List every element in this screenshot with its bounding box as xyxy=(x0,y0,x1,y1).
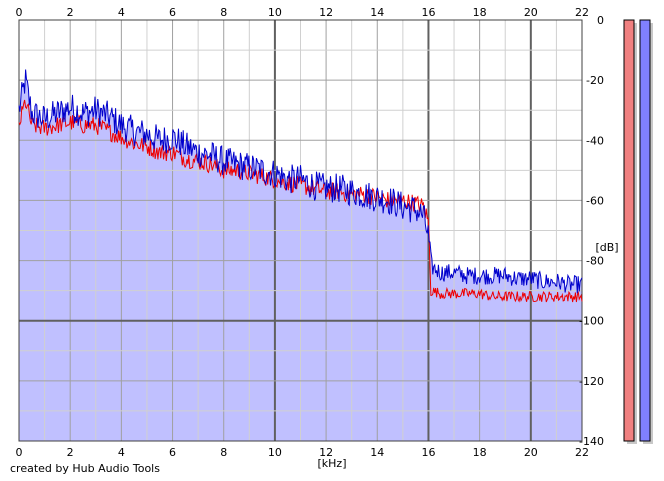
x-tick-top-label: 2 xyxy=(67,6,74,19)
y-tick-label: -100 xyxy=(579,315,604,328)
x-tick-bottom-label: 16 xyxy=(421,446,435,459)
x-tick-top-label: 20 xyxy=(524,6,538,19)
y-tick-label: -60 xyxy=(586,194,604,207)
x-tick-bottom-label: 2 xyxy=(67,446,74,459)
x-tick-bottom-label: 4 xyxy=(118,446,125,459)
x-tick-top-label: 22 xyxy=(575,6,589,19)
spectrum-right-channel-line xyxy=(18,69,583,294)
x-tick-bottom-label: 20 xyxy=(524,446,538,459)
y-axis-label: [dB] xyxy=(595,241,618,254)
x-tick-bottom-label: 8 xyxy=(220,446,227,459)
x-tick-top-label: 4 xyxy=(118,6,125,19)
x-tick-bottom-label: 0 xyxy=(16,446,23,459)
x-tick-bottom-label: 22 xyxy=(575,446,589,459)
x-tick-bottom-label: 10 xyxy=(268,446,282,459)
x-axis-label: [kHz] xyxy=(318,457,347,470)
x-tick-bottom-label: 18 xyxy=(473,446,487,459)
level-meter-left xyxy=(623,19,635,442)
y-tick-label: -120 xyxy=(579,375,604,388)
plot-border xyxy=(18,19,583,442)
y-tick-label: 0 xyxy=(597,14,604,27)
x-tick-top-label: 16 xyxy=(421,6,435,19)
x-tick-bottom-label: 6 xyxy=(169,446,176,459)
x-tick-top-label: 14 xyxy=(370,6,384,19)
x-tick-top-label: 12 xyxy=(319,6,333,19)
spectrum-left-channel-line xyxy=(18,99,583,303)
y-tick-label: -40 xyxy=(586,134,604,147)
x-tick-bottom-label: 12 xyxy=(319,446,333,459)
y-tick-label: -20 xyxy=(586,74,604,87)
x-tick-bottom-label: 14 xyxy=(370,446,384,459)
level-meter-right xyxy=(639,19,651,442)
credit-text: created by Hub Audio Tools xyxy=(10,462,160,475)
x-tick-top-label: 8 xyxy=(220,6,227,19)
y-tick-label: -140 xyxy=(579,435,604,448)
x-tick-top-label: 0 xyxy=(16,6,23,19)
x-tick-top-label: 10 xyxy=(268,6,282,19)
x-tick-top-label: 6 xyxy=(169,6,176,19)
x-tick-top-label: 18 xyxy=(473,6,487,19)
y-tick-label: -80 xyxy=(586,255,604,268)
